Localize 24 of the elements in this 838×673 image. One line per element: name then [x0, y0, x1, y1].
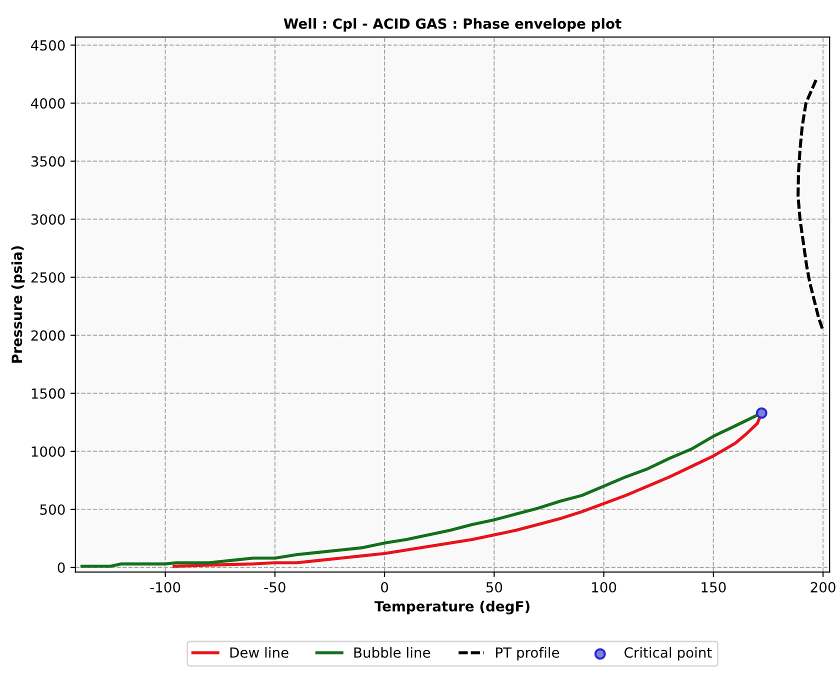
y-tick-label: 2500 — [31, 272, 65, 283]
y-tick-label: 0 — [58, 562, 65, 573]
chart-title: Well : Cpl - ACID GAS : Phase envelope plot — [284, 18, 622, 32]
legend-label: PT profile — [496, 647, 560, 660]
x-tick-label: -50 — [264, 582, 286, 593]
legend-label: Dew line — [230, 647, 288, 658]
y-tick-label: 4500 — [31, 40, 65, 51]
x-tick-label: 200 — [810, 582, 836, 593]
x-tick-label: 0 — [381, 582, 388, 593]
y-tick-label: 3000 — [31, 214, 65, 225]
y-axis-title: Pressure (psia) — [11, 246, 25, 363]
y-tick-label: 1500 — [32, 388, 65, 399]
x-tick-label: 150 — [702, 582, 726, 593]
legend-label: Bubble line — [354, 647, 430, 658]
y-tick-label: 2000 — [31, 330, 65, 341]
y-tick-label: 3500 — [31, 156, 65, 167]
x-tick-label: 100 — [592, 582, 616, 593]
x-axis-title: Temperature (degF) — [374, 600, 530, 614]
y-tick-label: 4000 — [31, 98, 65, 109]
y-tick-label: 1000 — [32, 446, 65, 457]
y-tick-label: 500 — [40, 504, 65, 515]
x-tick-label: -100 — [150, 582, 180, 593]
x-tick-label: 50 — [486, 582, 502, 593]
legend-label: Critical point — [624, 647, 712, 660]
